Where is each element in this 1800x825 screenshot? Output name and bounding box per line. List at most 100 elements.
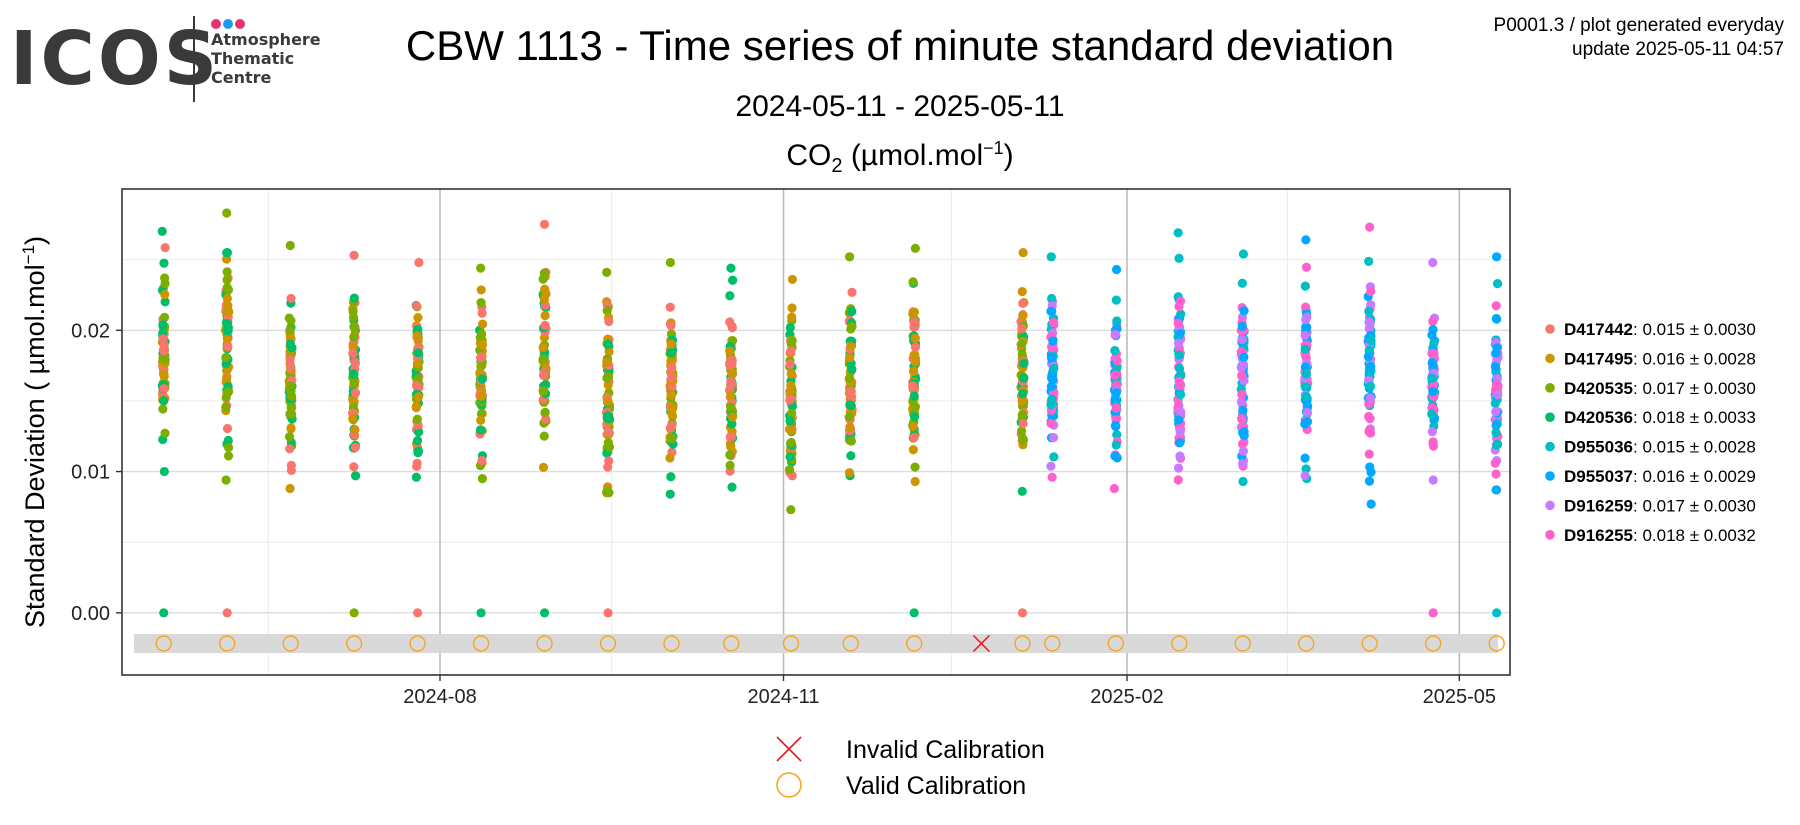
valid-calibration-marker <box>1014 635 1031 652</box>
data-point <box>1364 306 1374 316</box>
data-point <box>1046 418 1056 429</box>
zero-point <box>1017 608 1028 618</box>
data-point <box>787 312 797 322</box>
data-point <box>603 397 613 407</box>
data-point <box>222 333 232 344</box>
data-point <box>539 431 549 441</box>
data-point <box>284 432 295 442</box>
data-point <box>786 426 796 436</box>
data-point <box>1237 389 1247 400</box>
data-point <box>909 412 920 422</box>
valid-calibration-marker <box>472 635 490 652</box>
data-point <box>1427 373 1437 383</box>
data-point <box>1018 418 1028 429</box>
data-point <box>286 381 296 391</box>
y-axis-label: Standard Deviation ( µmol.mol−1) <box>19 236 50 628</box>
data-point <box>1174 380 1184 391</box>
data-point <box>1174 253 1184 263</box>
data-point <box>1490 362 1500 372</box>
grid-minor <box>122 189 1510 675</box>
data-point <box>285 483 295 494</box>
legend-series-stats: : 0.018 ± 0.0032 <box>1633 526 1756 545</box>
valid-calibration-marker <box>1424 635 1442 652</box>
data-point <box>726 432 736 442</box>
data-point <box>909 319 919 329</box>
data-point <box>1174 338 1184 348</box>
data-point <box>1111 264 1122 275</box>
data-point <box>286 316 296 326</box>
data-point <box>159 341 169 351</box>
data-point <box>223 442 234 453</box>
data-point <box>910 243 920 253</box>
data-point <box>1175 451 1185 461</box>
data-point <box>1428 316 1438 327</box>
y-tick-label: 0.01 <box>71 462 110 484</box>
legend-label-d955036: D955036: 0.015 ± 0.0028 <box>1564 438 1756 457</box>
data-point <box>349 332 359 342</box>
data-point <box>910 402 921 412</box>
data-point <box>603 427 613 437</box>
data-point <box>159 258 169 268</box>
data-point <box>1427 409 1437 419</box>
data-point <box>414 427 424 437</box>
data-point <box>1363 351 1373 362</box>
data-point <box>846 386 856 397</box>
data-point <box>222 318 232 328</box>
data-point <box>160 297 170 307</box>
calibration-markers <box>155 634 1505 653</box>
data-point <box>1046 400 1056 410</box>
data-point <box>1019 358 1029 368</box>
data-point <box>476 415 486 426</box>
legend-key-d955037 <box>1545 471 1555 481</box>
data-point <box>1300 281 1310 291</box>
data-point <box>1491 348 1501 358</box>
data-point <box>1109 483 1119 494</box>
valid-calibration-marker <box>345 635 363 652</box>
legend-key-d916259 <box>1545 500 1555 511</box>
legend-key-d417495 <box>1545 353 1555 364</box>
data-point <box>727 419 737 429</box>
zero-point <box>412 608 423 618</box>
data-point <box>1112 316 1122 326</box>
legend-series-stats: : 0.018 ± 0.0033 <box>1633 408 1756 427</box>
data-point <box>476 298 486 308</box>
data-point <box>665 302 675 312</box>
data-point <box>1016 426 1027 436</box>
meta-line1: P0001.3 / plot generated everyday <box>1493 15 1784 36</box>
data-point <box>540 311 550 321</box>
data-point <box>1237 278 1247 288</box>
legend-label-d420536: D420536: 0.018 ± 0.0033 <box>1564 408 1756 427</box>
data-point <box>1491 407 1501 417</box>
calibration-legend: Invalid Calibration Valid Calibration <box>776 736 1045 800</box>
data-point <box>1301 464 1311 474</box>
legend-series-name: D916259 <box>1564 496 1633 515</box>
data-point <box>1492 314 1502 324</box>
data-point <box>285 354 295 365</box>
data-point <box>726 378 736 388</box>
zero-point <box>603 608 613 618</box>
zero-point <box>222 608 232 618</box>
data-point <box>666 339 676 349</box>
data-point <box>1239 306 1249 316</box>
data-point <box>1046 461 1056 471</box>
data-point <box>1300 381 1310 391</box>
legend-series-name: D955037 <box>1564 467 1633 486</box>
data-point <box>286 402 296 413</box>
data-point <box>348 348 358 358</box>
data-point <box>285 325 295 335</box>
data-point <box>602 267 612 277</box>
data-point <box>540 407 550 417</box>
data-point <box>1173 318 1183 328</box>
valid-calibration-marker <box>663 635 680 652</box>
data-point <box>725 450 735 460</box>
data-point <box>1237 370 1247 380</box>
data-point <box>538 370 549 381</box>
data-point <box>602 486 612 496</box>
data-point <box>475 425 486 435</box>
data-point <box>1238 459 1248 469</box>
data-point <box>1110 345 1120 356</box>
logo-dot <box>223 19 233 29</box>
data-point <box>158 320 168 330</box>
data-point <box>1238 446 1248 456</box>
